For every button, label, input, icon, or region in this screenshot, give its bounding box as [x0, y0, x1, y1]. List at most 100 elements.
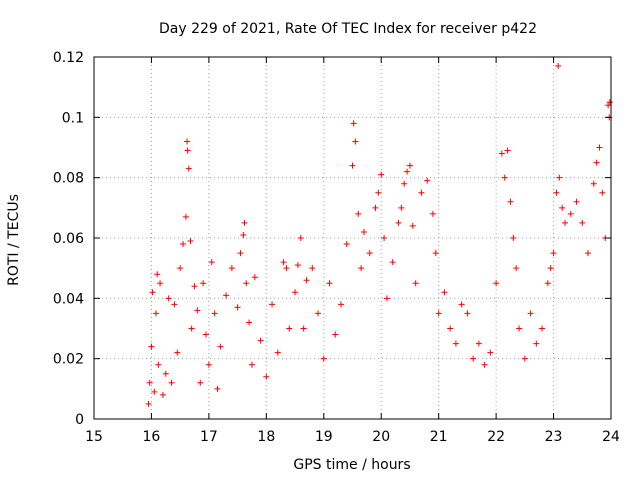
data-point: [533, 340, 540, 347]
data-point: [191, 283, 198, 290]
data-point: [527, 310, 534, 317]
data-point: [240, 231, 247, 238]
data-point: [149, 289, 156, 296]
data-point: [162, 370, 169, 377]
data-point: [157, 280, 164, 287]
data-point: [352, 138, 359, 145]
data-point: [326, 280, 333, 287]
data-point: [280, 259, 287, 266]
data-point: [153, 310, 160, 317]
data-point: [248, 361, 255, 368]
data-point: [269, 301, 276, 308]
data-point: [300, 325, 307, 332]
data-point: [606, 99, 613, 106]
data-point: [251, 274, 258, 281]
data-point: [165, 295, 172, 302]
data-point: [214, 385, 221, 392]
grid-lines: [94, 57, 611, 419]
y-tick-label: 0.1: [62, 110, 84, 126]
data-point: [203, 331, 210, 338]
data-point: [447, 325, 454, 332]
data-point: [579, 219, 586, 226]
data-point: [355, 210, 362, 217]
data-point: [409, 222, 416, 229]
data-point: [315, 310, 322, 317]
data-point: [292, 289, 299, 296]
x-tick-label: 23: [545, 429, 563, 445]
x-tick-label: 21: [430, 429, 448, 445]
data-point: [553, 189, 560, 196]
x-tick-label: 17: [200, 429, 218, 445]
data-point: [200, 280, 207, 287]
data-point: [372, 204, 379, 211]
data-point: [375, 189, 382, 196]
data-point: [246, 319, 253, 326]
data-point: [521, 355, 528, 362]
data-point: [177, 265, 184, 272]
data-point: [510, 235, 517, 241]
data-point: [435, 310, 442, 317]
data-point: [555, 63, 562, 70]
data-point: [458, 301, 465, 308]
x-tick-label: 16: [143, 429, 161, 445]
data-point: [452, 340, 459, 347]
data-point: [381, 235, 388, 241]
x-tick-label: 22: [487, 429, 505, 445]
y-tick-label: 0.12: [53, 50, 84, 66]
data-point: [208, 259, 215, 266]
data-point: [429, 210, 436, 217]
data-point: [303, 277, 310, 284]
y-axis-label: ROTI / TECUs: [6, 194, 22, 286]
data-point: [151, 388, 158, 395]
data-point: [257, 337, 264, 344]
data-point: [217, 343, 224, 350]
data-point: [309, 265, 316, 272]
data-point: [349, 162, 356, 169]
data-point: [184, 138, 191, 145]
data-point: [188, 325, 195, 332]
data-point: [358, 265, 365, 272]
data-point: [343, 241, 350, 248]
data-point: [350, 120, 357, 127]
data-point: [550, 250, 557, 257]
data-point: [559, 204, 566, 211]
data-point: [154, 271, 161, 278]
data-point: [241, 219, 248, 226]
x-tick-label: 24: [602, 429, 620, 445]
y-tick-label: 0.04: [53, 291, 84, 307]
data-point: [211, 310, 218, 317]
data-point: [148, 343, 155, 350]
x-tick-label: 18: [257, 429, 275, 445]
data-point: [234, 304, 241, 311]
data-point: [360, 228, 367, 235]
data-point: [338, 301, 345, 308]
data-point: [406, 162, 413, 169]
data-point: [286, 325, 293, 332]
data-point: [283, 265, 290, 272]
y-tick-label: 0: [75, 412, 84, 428]
data-point: [263, 373, 270, 380]
data-point: [185, 165, 192, 172]
x-tick-label: 20: [372, 429, 390, 445]
data-point: [297, 235, 304, 241]
data-point: [171, 301, 178, 308]
data-point: [404, 168, 411, 175]
data-point: [464, 310, 471, 317]
data-point: [294, 262, 301, 269]
data-point: [596, 144, 603, 151]
data-point: [513, 265, 520, 272]
axis-ticks: 15 16 17 18 19 20 21 22 23 24 0 0.02 0.04 0.06 0.08 0.1…: [53, 50, 620, 445]
x-tick-label: 15: [85, 429, 103, 445]
y-tick-label: 0.08: [53, 171, 84, 187]
data-point: [228, 265, 235, 272]
data-point: [516, 325, 523, 332]
data-point: [441, 289, 448, 296]
data-point: [182, 213, 189, 220]
data-point: [398, 204, 405, 211]
data-point: [159, 391, 166, 398]
data-point: [547, 265, 554, 272]
data-point: [155, 361, 162, 368]
data-point: [180, 241, 187, 248]
data-point: [366, 250, 373, 257]
